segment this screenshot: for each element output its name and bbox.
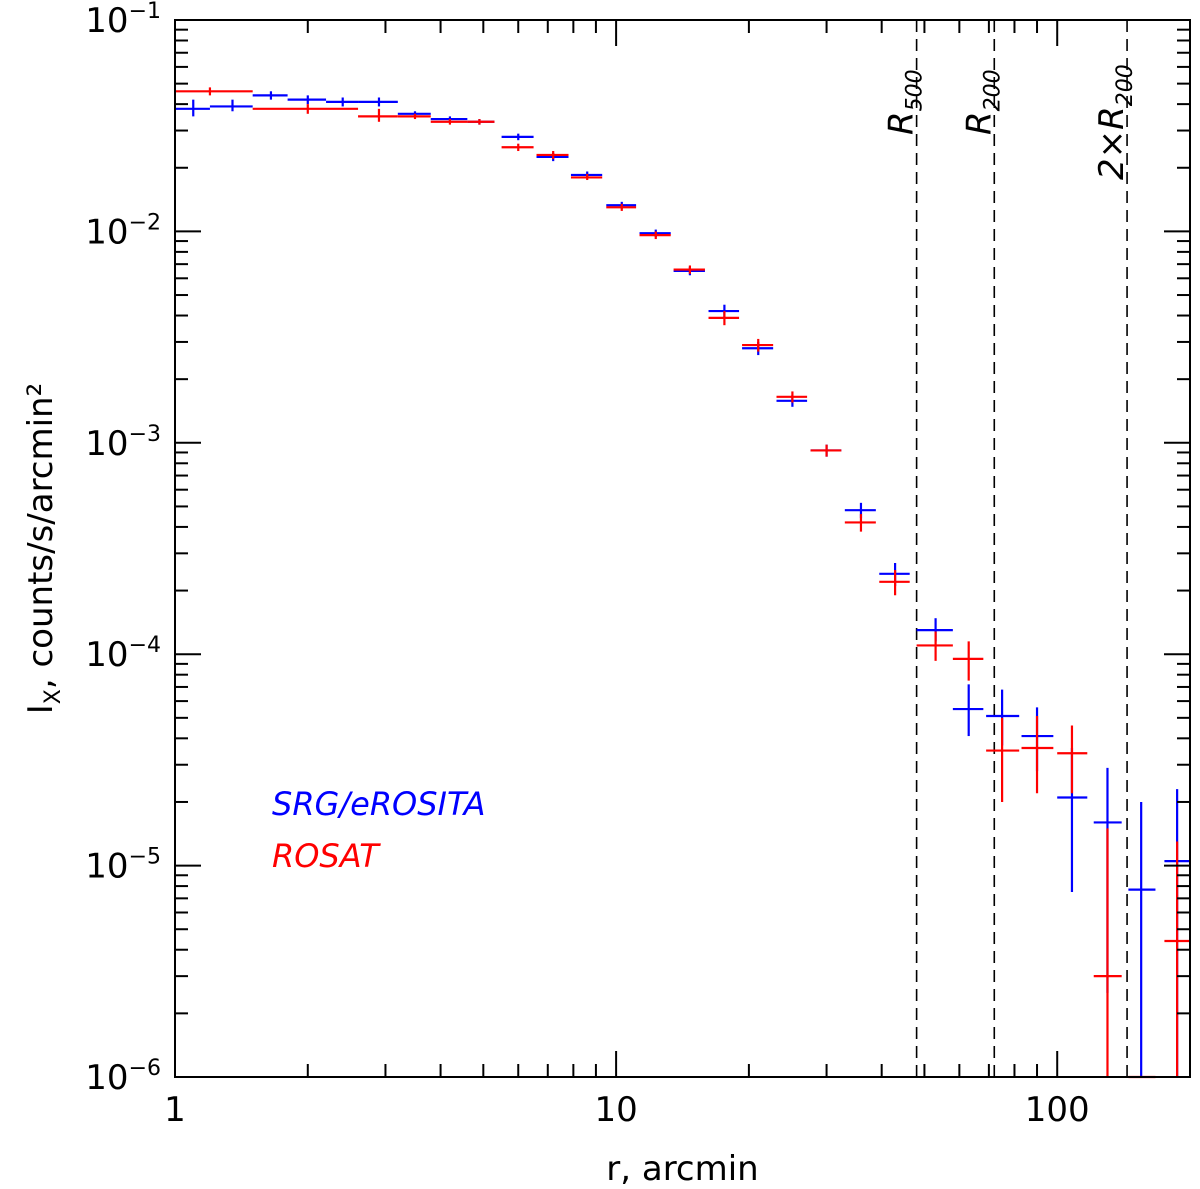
ref-line-label-sub: 500	[903, 69, 928, 111]
data-point	[1093, 828, 1122, 1077]
data-point	[430, 119, 468, 125]
data-point	[287, 95, 327, 105]
ref-line-label-sub: 200	[1113, 64, 1138, 106]
data-point	[358, 97, 398, 107]
y-axis-title-main: I	[21, 704, 61, 714]
data-point	[175, 87, 253, 96]
data-point	[397, 113, 431, 120]
y-tick-label: 10−5	[85, 845, 161, 887]
y-tick-label: 10−2	[85, 210, 161, 252]
ref-line-label-main: 2×R	[1092, 106, 1132, 180]
data-point	[879, 570, 910, 596]
y-tick-exponent: −3	[129, 422, 161, 447]
data-point	[1164, 841, 1190, 1077]
y-tick-exponent: −5	[129, 845, 161, 870]
data-point	[952, 641, 984, 681]
data-point	[776, 391, 808, 403]
y-tick-label: 10−3	[85, 422, 161, 464]
data-point	[916, 631, 953, 661]
data-point	[844, 514, 876, 532]
data-point	[209, 99, 253, 112]
data-point	[708, 311, 740, 326]
x-axis-title: r, arcmin	[606, 1149, 758, 1189]
data-point	[1128, 801, 1156, 1077]
y-axis-title: IX, counts/s/arcmin²	[21, 383, 66, 715]
legend-entry: SRG/eROSITA	[272, 785, 485, 823]
data-point	[252, 91, 288, 100]
data-point	[252, 104, 359, 114]
data-point	[501, 143, 534, 152]
data-point	[467, 119, 495, 125]
y-tick-label: 10−1	[85, 0, 161, 41]
data-point	[1021, 716, 1054, 794]
ref-line-label-main: R	[882, 111, 922, 135]
plot-frame	[174, 19, 1191, 1078]
data-point	[952, 684, 984, 737]
data-point	[673, 265, 705, 274]
y-tick-label: 10−6	[85, 1056, 161, 1098]
data-point	[570, 173, 603, 181]
ref-line-label: R200	[959, 69, 1005, 135]
data-point	[1057, 725, 1088, 794]
y-tick-exponent: −4	[129, 633, 161, 658]
plot-content	[175, 20, 1190, 1079]
series-srg-erosita	[175, 91, 1190, 1077]
y-axis-title-sub: X	[41, 689, 66, 704]
data-point	[606, 203, 637, 211]
y-tick-base: 10	[85, 635, 128, 675]
data-point	[536, 151, 569, 160]
y-tick-base: 10	[85, 1058, 128, 1098]
x-tick-label: 100	[1025, 1090, 1090, 1130]
y-axis-title-rest: , counts/s/arcmin²	[21, 383, 61, 689]
data-point	[742, 338, 774, 352]
data-point	[639, 231, 671, 240]
data-point	[986, 717, 1020, 802]
y-tick-label: 10−4	[85, 633, 161, 675]
series-rosat	[175, 87, 1190, 1079]
y-tick-exponent: −6	[129, 1056, 161, 1081]
y-tick-base: 10	[85, 424, 128, 464]
ref-line-label-sub: 200	[980, 69, 1005, 111]
data-point	[358, 108, 398, 122]
ref-line-label: R500	[882, 69, 928, 135]
y-tick-base: 10	[85, 847, 128, 887]
y-tick-base: 10	[85, 1, 128, 41]
x-tick-label: 10	[594, 1090, 637, 1130]
data-point	[501, 133, 534, 141]
data-point	[810, 444, 842, 457]
legend-entry: ROSAT	[272, 837, 381, 875]
legend: SRG/eROSITA ROSAT	[272, 785, 485, 875]
y-tick-base: 10	[85, 212, 128, 252]
x-tick-label: 1	[164, 1090, 186, 1130]
data-point	[326, 97, 359, 107]
axis-ticks	[174, 20, 1191, 1078]
ref-line-label-main: R	[959, 111, 999, 135]
ref-line-label: 2×R200	[1092, 64, 1138, 180]
data-point	[175, 99, 210, 117]
y-tick-exponent: −2	[129, 210, 161, 235]
y-tick-exponent: −1	[129, 0, 161, 24]
